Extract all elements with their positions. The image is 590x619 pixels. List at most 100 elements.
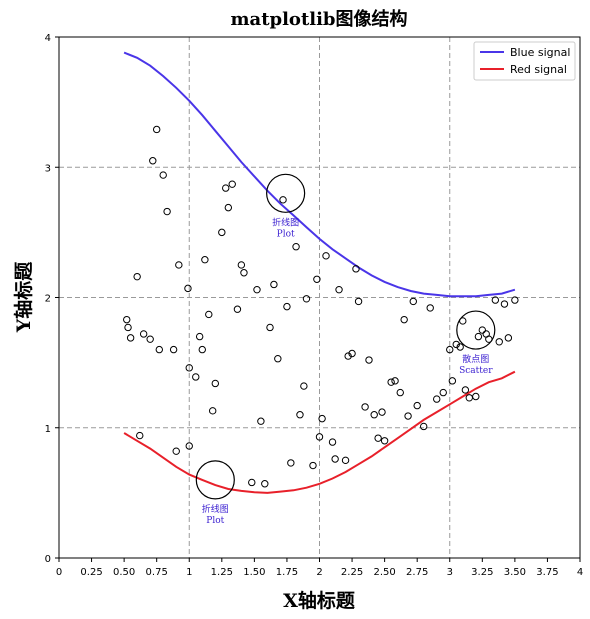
scatter-point — [228, 180, 236, 188]
blue-signal-line — [123, 51, 516, 298]
x-tick-label: 3.50 — [504, 567, 526, 578]
annotation-label: 折线图 — [202, 503, 229, 515]
y-axis-ticks: 0 1 2 3 4 — [45, 33, 59, 565]
annotation-label: 折线图 — [272, 216, 299, 228]
y-tick-label: 1 — [45, 424, 51, 435]
scatter-point — [322, 252, 330, 260]
legend-label: Red signal — [510, 63, 567, 76]
annotation-circle — [266, 173, 306, 213]
scatter-point — [124, 323, 132, 332]
scatter-point — [472, 392, 480, 401]
scatter-point — [456, 343, 464, 351]
scatter-point — [495, 338, 503, 346]
scatter-point — [274, 355, 282, 363]
x-tick-label: 3 — [447, 567, 453, 578]
scatter-point — [374, 434, 382, 442]
scatter-point — [222, 184, 230, 192]
scatter-point — [185, 442, 193, 450]
annotation-label: 散点图 — [462, 353, 489, 365]
annotation-circle — [195, 460, 235, 500]
scatter-point — [313, 275, 321, 283]
grid — [59, 37, 580, 558]
scatter-point — [452, 340, 460, 349]
scatter-point — [413, 401, 421, 410]
scatter-point — [192, 373, 200, 381]
scatter-point — [380, 437, 389, 445]
scatter-point — [409, 297, 417, 306]
annotation-circle — [456, 310, 496, 350]
scatter-point — [233, 305, 242, 313]
scatter-point — [335, 285, 343, 294]
scatter-point — [159, 171, 167, 179]
scatter-point — [253, 285, 261, 294]
y-tick-label: 2 — [45, 294, 51, 305]
scatter-point — [149, 157, 157, 165]
scatter-point — [433, 395, 441, 403]
x-tick-label: 1 — [186, 567, 192, 578]
scatter-point — [283, 302, 291, 311]
scatter-point — [175, 261, 183, 269]
scatter-point — [446, 345, 454, 354]
red-signal-line — [123, 370, 516, 494]
annotation-sublabel: Scatter — [459, 366, 493, 376]
x-tick-label: 1.75 — [276, 567, 298, 578]
scatter-point — [195, 332, 204, 341]
y-tick-label: 3 — [45, 163, 51, 174]
scatter-point — [328, 438, 337, 446]
scatter-point — [224, 203, 233, 212]
scatter-point — [504, 334, 513, 342]
scatter-point — [184, 284, 192, 293]
scatter-point — [296, 411, 304, 419]
scatter-point — [387, 378, 395, 386]
scatter-point — [270, 280, 278, 289]
y-tick-label: 4 — [45, 33, 51, 44]
scatter-point — [474, 332, 483, 341]
scatter-point — [287, 459, 295, 467]
scatter-point — [248, 478, 256, 487]
scatter-point — [208, 407, 217, 415]
scatter-point — [169, 345, 178, 354]
scatter-point — [370, 411, 378, 419]
scatter-point — [352, 265, 360, 273]
x-tick-label: 4 — [577, 567, 583, 578]
scatter-point — [155, 345, 163, 354]
x-tick-label: 2.50 — [373, 567, 395, 578]
scatter-point — [511, 296, 519, 304]
scatter-point — [361, 403, 369, 411]
scatter-point — [126, 334, 135, 342]
legend: Blue signal Red signal — [473, 41, 576, 81]
chart-title: matplotlib图像结构 — [230, 8, 407, 30]
x-tick-label: 1.25 — [211, 567, 233, 578]
scatter-point — [465, 394, 473, 402]
scatter-point — [354, 297, 363, 306]
x-tick-label: 1.50 — [243, 567, 265, 578]
scatter-point — [257, 417, 265, 425]
annotation-sublabel: Plot — [277, 229, 295, 239]
scatter-point — [426, 304, 434, 312]
scatter-point — [404, 412, 412, 420]
scatter-point — [378, 408, 386, 416]
scatter-point — [478, 326, 487, 334]
scatter-point — [261, 480, 269, 488]
x-tick-label: 2.75 — [406, 567, 428, 578]
scatter-point — [500, 300, 509, 308]
legend-label: Blue signal — [510, 46, 570, 59]
x-tick-label: 2 — [316, 567, 322, 578]
scatter-point — [198, 345, 206, 354]
scatter-point — [146, 335, 154, 343]
x-tick-label: 0.50 — [113, 567, 135, 578]
scatter-point — [331, 455, 339, 463]
scatter-points — [123, 125, 519, 488]
x-tick-label: 0 — [56, 567, 62, 578]
scatter-point — [133, 272, 141, 281]
x-tick-label: 3.75 — [536, 567, 558, 578]
scatter-point — [266, 323, 274, 332]
scatter-point — [163, 207, 171, 216]
scatter-point — [205, 310, 213, 319]
scatter-point — [240, 269, 248, 277]
x-tick-label: 0.25 — [80, 567, 102, 578]
scatter-point — [201, 256, 209, 264]
scatter-point — [391, 377, 399, 385]
